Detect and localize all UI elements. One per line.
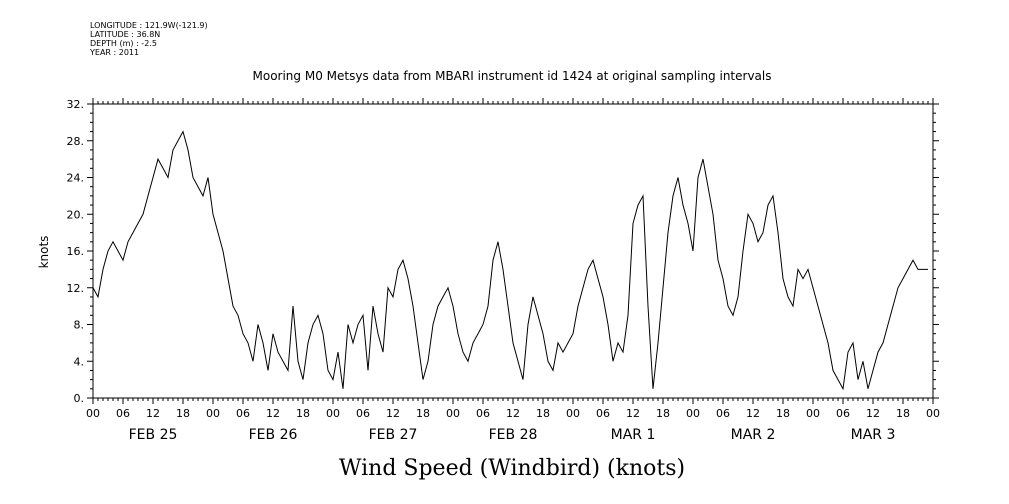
longitude-text: LONGITUDE : 121.9W(-121.9) (90, 21, 208, 30)
x-day-label: MAR 2 (731, 427, 776, 443)
y-tick-label: 20. (67, 208, 85, 221)
x-hour-tick-label: 12 (386, 407, 400, 420)
x-day-label: FEB 28 (489, 427, 538, 443)
x-hour-tick-label: 18 (776, 407, 790, 420)
x-hour-tick-label: 06 (596, 407, 610, 420)
depth-text: DEPTH (m) : -2.5 (90, 39, 157, 48)
y-tick-label: 16. (67, 245, 85, 258)
x-hour-tick-label: 12 (866, 407, 880, 420)
station-metadata: LONGITUDE : 121.9W(-121.9) LATITUDE : 36… (90, 21, 208, 57)
x-hour-tick-label: 00 (806, 407, 820, 420)
y-tick-label: 28. (67, 135, 85, 148)
x-day-label: FEB 25 (129, 427, 178, 443)
y-tick-label: 24. (67, 172, 85, 185)
latitude-text: LATITUDE : 36.8N (90, 30, 161, 39)
x-hour-tick-label: 00 (686, 407, 700, 420)
x-hour-tick-label: 18 (296, 407, 310, 420)
y-tick-label: 0. (74, 392, 85, 405)
x-hour-tick-label: 06 (716, 407, 730, 420)
x-hour-tick-label: 00 (566, 407, 580, 420)
x-day-label: FEB 27 (369, 427, 418, 443)
wind-speed-series-line (92, 130, 928, 391)
plot-frame (92, 103, 934, 399)
x-hour-tick-label: 00 (446, 407, 460, 420)
x-hour-tick-label: 00 (926, 407, 940, 420)
x-hour-tick-label: 12 (626, 407, 640, 420)
x-hour-tick-label: 06 (116, 407, 130, 420)
x-hour-tick-label: 06 (356, 407, 370, 420)
x-day-label: FEB 26 (249, 427, 298, 443)
x-hour-tick-label: 18 (176, 407, 190, 420)
y-tick-label: 8. (74, 319, 85, 332)
x-hour-tick-label: 00 (86, 407, 100, 420)
x-hour-tick-label: 06 (836, 407, 850, 420)
x-hour-tick-label: 12 (266, 407, 280, 420)
y-axis: 0. 4. 8. 12. 16. 20. 24. 28. 32. (67, 98, 939, 405)
x-hour-tick-label: 06 (476, 407, 490, 420)
y-tick-label: 4. (74, 355, 85, 368)
x-day-label: MAR 1 (611, 427, 656, 443)
x-hour-tick-label: 12 (146, 407, 160, 420)
x-hour-tick-label: 12 (506, 407, 520, 420)
y-axis-label: knots (37, 236, 51, 269)
x-hour-tick-label: 18 (656, 407, 670, 420)
y-tick-label: 32. (67, 98, 85, 111)
x-hour-tick-label: 18 (536, 407, 550, 420)
x-axis: 00 06 12 18 00 06 12 18 00 06 12 18 00 06 12 18 00 06 12 18… (86, 98, 940, 443)
x-day-label: MAR 3 (851, 427, 896, 443)
x-hour-tick-label: 12 (746, 407, 760, 420)
x-hour-tick-label: 00 (206, 407, 220, 420)
x-hour-tick-label: 00 (326, 407, 340, 420)
x-hour-tick-label: 18 (896, 407, 910, 420)
x-hour-tick-label: 18 (416, 407, 430, 420)
x-hour-tick-label: 06 (236, 407, 250, 420)
chart-title: Mooring M0 Metsys data from MBARI instru… (253, 69, 772, 83)
y-tick-label: 12. (67, 282, 85, 295)
year-text: YEAR : 2011 (90, 48, 140, 57)
x-axis-label: Wind Speed (Windbird) (knots) (339, 456, 685, 481)
